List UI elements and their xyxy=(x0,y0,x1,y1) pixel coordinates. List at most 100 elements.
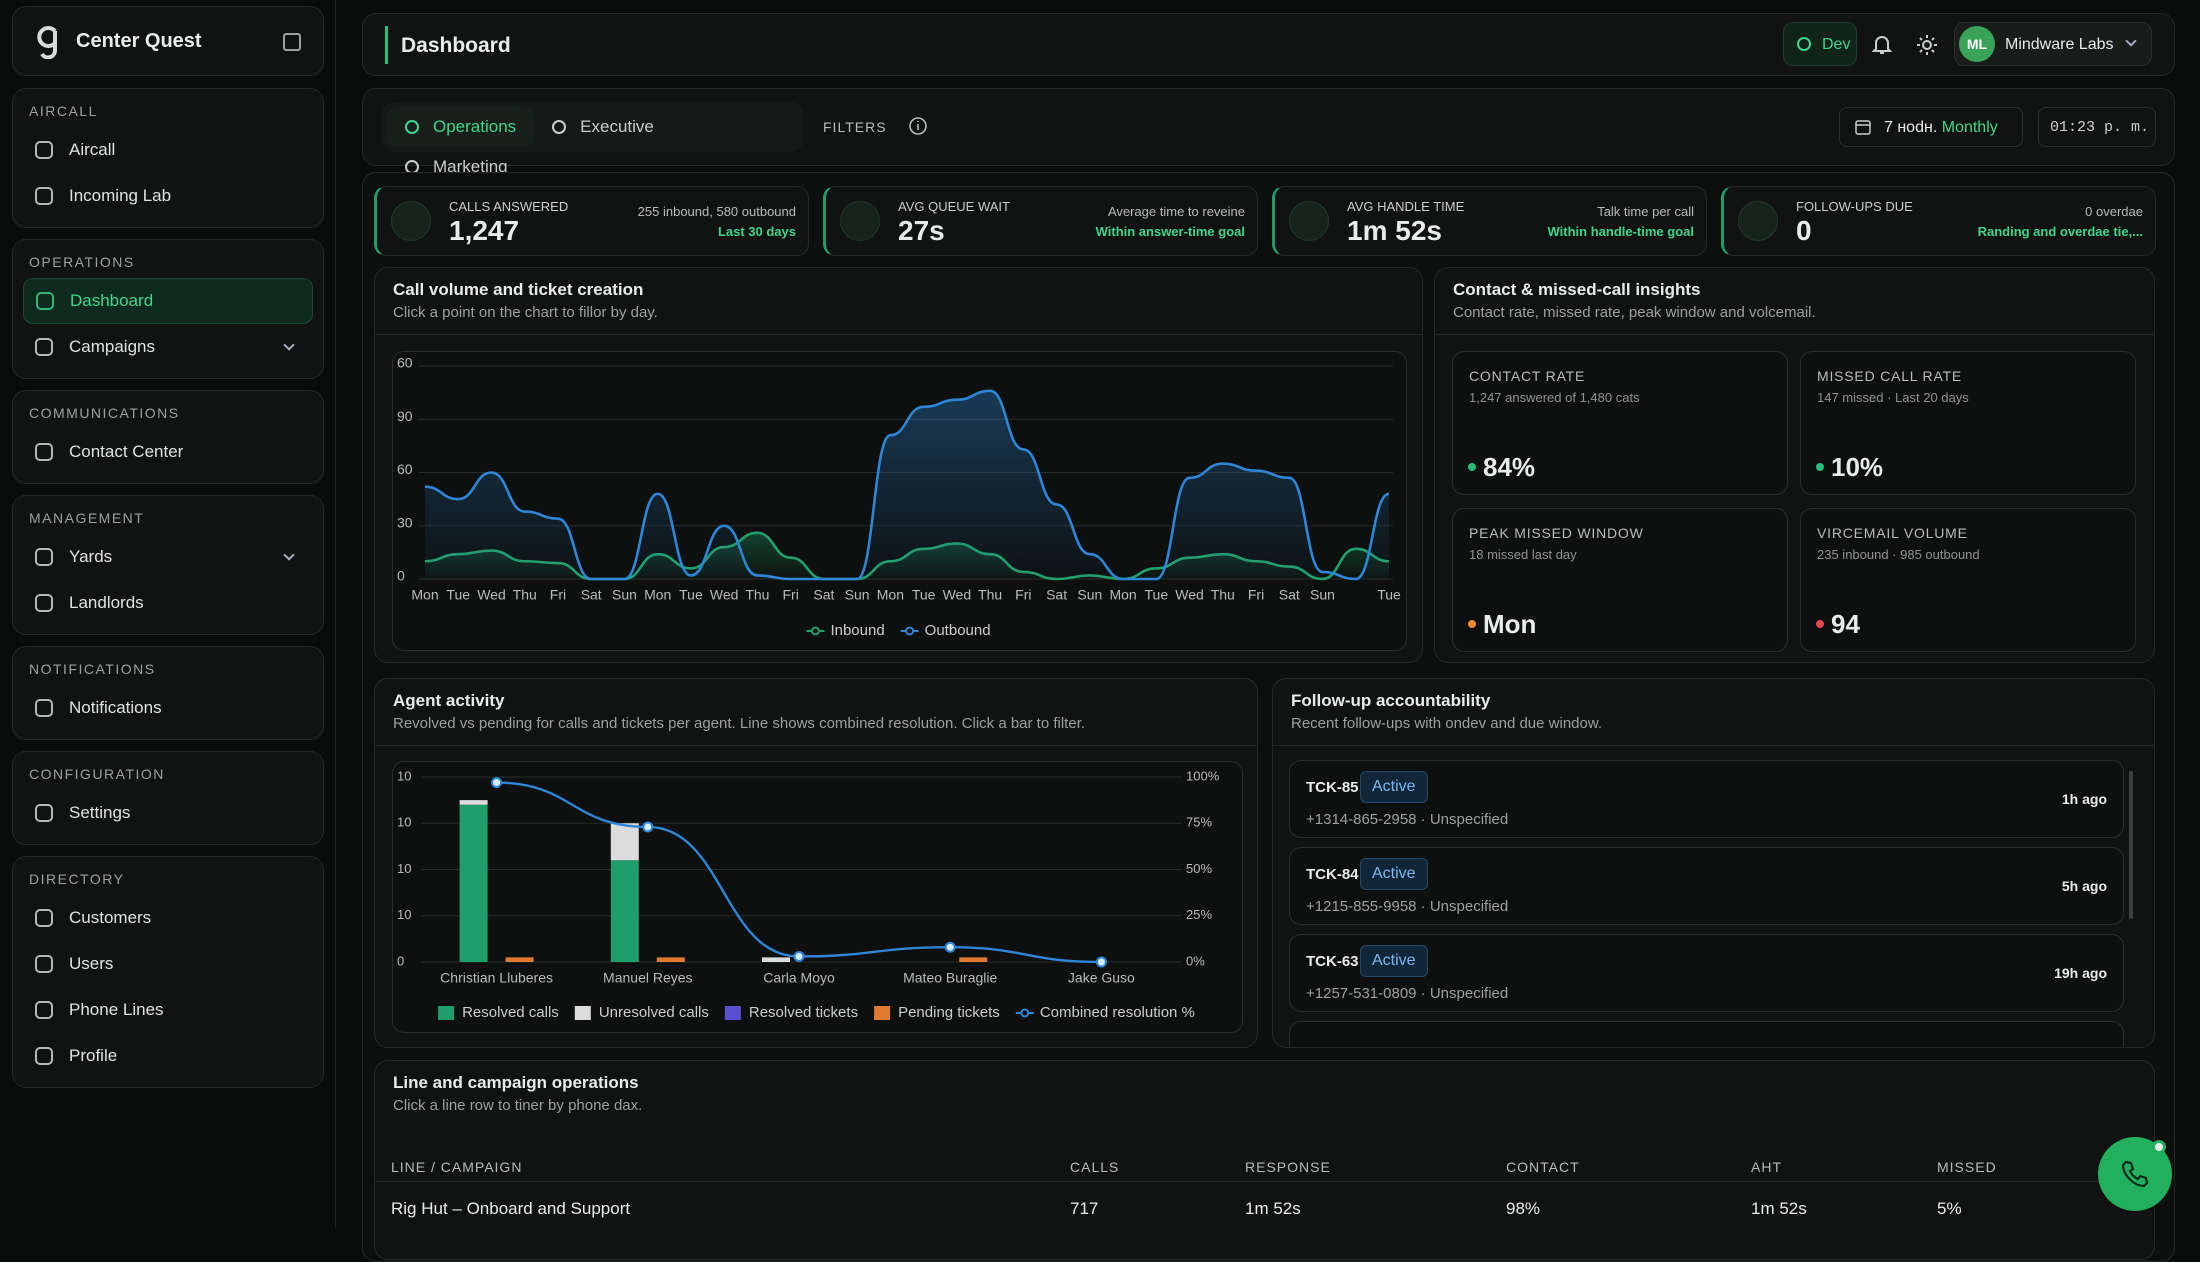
table-cell: 1m 52s xyxy=(1245,1199,1301,1218)
date-span: 7 нodн. xyxy=(1884,119,1938,136)
panel-title: Contact & missed-call insights xyxy=(1453,280,1701,299)
bar[interactable] xyxy=(459,800,488,805)
theme-icon[interactable] xyxy=(1915,33,1939,57)
x-tick-label: Sun xyxy=(1077,587,1102,603)
y-tick-label: 10 xyxy=(397,861,411,876)
bar[interactable] xyxy=(459,804,488,962)
filters-label[interactable]: FILTERS xyxy=(823,119,887,135)
card-value: 94 xyxy=(1831,609,1860,639)
x-tick-label: Jake Guso xyxy=(1068,970,1135,986)
card-value: Mon xyxy=(1483,609,1537,639)
section-title: CONFIGURATION xyxy=(29,766,165,782)
x-tick-label: Fri xyxy=(1248,587,1264,603)
x-tick-label: Fri xyxy=(1015,587,1031,603)
table-cell[interactable]: Rig Hut – Onboard and Support xyxy=(391,1199,631,1218)
point xyxy=(642,821,654,833)
env-badge[interactable]: Dev xyxy=(1783,22,1857,66)
sidebar-divider xyxy=(335,0,336,1228)
nav-label: Users xyxy=(69,954,114,973)
legend-swatch xyxy=(874,1006,891,1020)
divider xyxy=(1273,745,2154,746)
series-line xyxy=(496,781,1102,964)
point xyxy=(1095,956,1107,968)
status-badge: Active xyxy=(1360,945,1428,977)
nav-item[interactable]: Profile xyxy=(23,1033,313,1079)
insight-card: PEAK MISSED WINDOW 18 missed last day Mon xyxy=(1452,508,1788,652)
point xyxy=(491,777,503,789)
y2-tick-label: 100% xyxy=(1186,768,1220,783)
brand: Center Quest xyxy=(12,6,324,76)
kpi-status: Within handle-time goal xyxy=(1547,224,1695,239)
x-tick-label: Wed xyxy=(477,587,506,603)
nav-icon xyxy=(35,338,53,356)
x-tick-label: Sat xyxy=(813,587,834,603)
card-sub: 147 missed · Last 20 days xyxy=(1817,390,1969,405)
collapse-button[interactable] xyxy=(283,33,301,51)
page: Center Quest AIRCALL Aircall Incoming Lab O… xyxy=(12,0,2175,1262)
nav-section: NOTIFICATIONS Notifications xyxy=(12,646,324,740)
bar[interactable] xyxy=(610,823,639,861)
tab-label: Marketing xyxy=(433,157,508,176)
nav-item[interactable]: Settings xyxy=(23,790,313,836)
bell-icon[interactable] xyxy=(1871,33,1893,57)
clock: 01:23 p. m. xyxy=(2038,107,2156,147)
x-tick-label: Mon xyxy=(1109,587,1136,603)
nav-item[interactable]: Notifications xyxy=(23,685,313,731)
panel-subtitle: Recent follow-ups with ondev and due win… xyxy=(1291,715,1603,732)
card-value: 10% xyxy=(1831,452,1884,482)
tab[interactable]: Executive xyxy=(534,107,672,147)
nav-icon xyxy=(35,699,53,717)
x-tick-label: Tue xyxy=(912,587,936,603)
bar[interactable] xyxy=(656,957,685,962)
nav-label: Dashboard xyxy=(70,291,154,310)
nav-item[interactable]: Aircall xyxy=(23,127,313,173)
nav-item[interactable]: Dashboard xyxy=(23,278,313,324)
table-cell: 717 xyxy=(1070,1199,1099,1218)
tab-label: Operations xyxy=(433,117,517,136)
bar[interactable] xyxy=(959,957,988,962)
panel-subtitle: Click a point on the chart to fillor by … xyxy=(393,304,658,321)
x-tick-label: Mon xyxy=(411,587,438,603)
date-range[interactable]: 7 нodн. Monthly xyxy=(1839,107,2023,147)
nav-item[interactable]: Incoming Lab xyxy=(23,173,313,219)
kpi-value: 1m 52s xyxy=(1347,215,1442,246)
nav-item[interactable]: Campaigns xyxy=(23,324,313,370)
user-menu[interactable]: ML Mindware Labs xyxy=(1954,22,2152,66)
nav-item[interactable]: Landlords xyxy=(23,580,313,626)
nav-item[interactable]: Users xyxy=(23,941,313,987)
chevron xyxy=(283,339,295,351)
kpi-icon xyxy=(840,201,880,241)
bar[interactable] xyxy=(610,860,639,962)
y-tick-label: 60 xyxy=(397,355,413,371)
nav-item[interactable]: Customers xyxy=(23,895,313,941)
x-tick-label: Christian Lluberes xyxy=(440,970,553,986)
legend-label: Inbound xyxy=(830,622,884,639)
followup-item[interactable]: TCK-85 Active +1314-865-2958 · Unspecified… xyxy=(1289,760,2124,838)
nav-item[interactable]: Yards xyxy=(23,534,313,580)
column-header: CONTACT xyxy=(1506,1159,1580,1175)
call-button[interactable] xyxy=(2098,1137,2172,1211)
panel-subtitle: Click a line row to tiner by phone dax. xyxy=(393,1097,643,1114)
header: Dashboard Dev ML Mindware Labs xyxy=(362,13,2175,76)
legend-label: Combined resolution % xyxy=(1040,1004,1195,1021)
legend-label: Outbound xyxy=(925,622,991,639)
nav-item[interactable]: Contact Center xyxy=(23,429,313,475)
followup-item[interactable]: TCK-63 Active +1257-531-0809 · Unspecified… xyxy=(1289,934,2124,1012)
tab[interactable]: Operations xyxy=(387,107,535,147)
x-tick-label: Sun xyxy=(845,587,870,603)
followup-item[interactable]: TCK-84 Active +1215-855-9958 · Unspecified… xyxy=(1289,847,2124,925)
x-tick-label: Sun xyxy=(1310,587,1335,603)
nav-item[interactable]: Phone Lines xyxy=(23,987,313,1033)
bar[interactable] xyxy=(505,957,534,962)
y-tick-label: 90 xyxy=(397,408,413,424)
insight-card: MISSED CALL RATE 147 missed · Last 20 day… xyxy=(1800,351,2136,495)
panel-title: Agent activity xyxy=(393,691,505,710)
y-tick-label: 10 xyxy=(397,907,411,922)
legend-swatch xyxy=(438,1006,455,1020)
ticket-detail: +1215-855-9958 · Unspecified xyxy=(1306,898,1509,915)
legend: Resolved calls Unresolved calls Resolved t… xyxy=(438,1004,1195,1021)
bar[interactable] xyxy=(762,957,790,962)
date-period: Monthly xyxy=(1941,119,1998,136)
kpi-value: 1,247 xyxy=(449,215,520,246)
scrollbar[interactable] xyxy=(2129,771,2133,919)
